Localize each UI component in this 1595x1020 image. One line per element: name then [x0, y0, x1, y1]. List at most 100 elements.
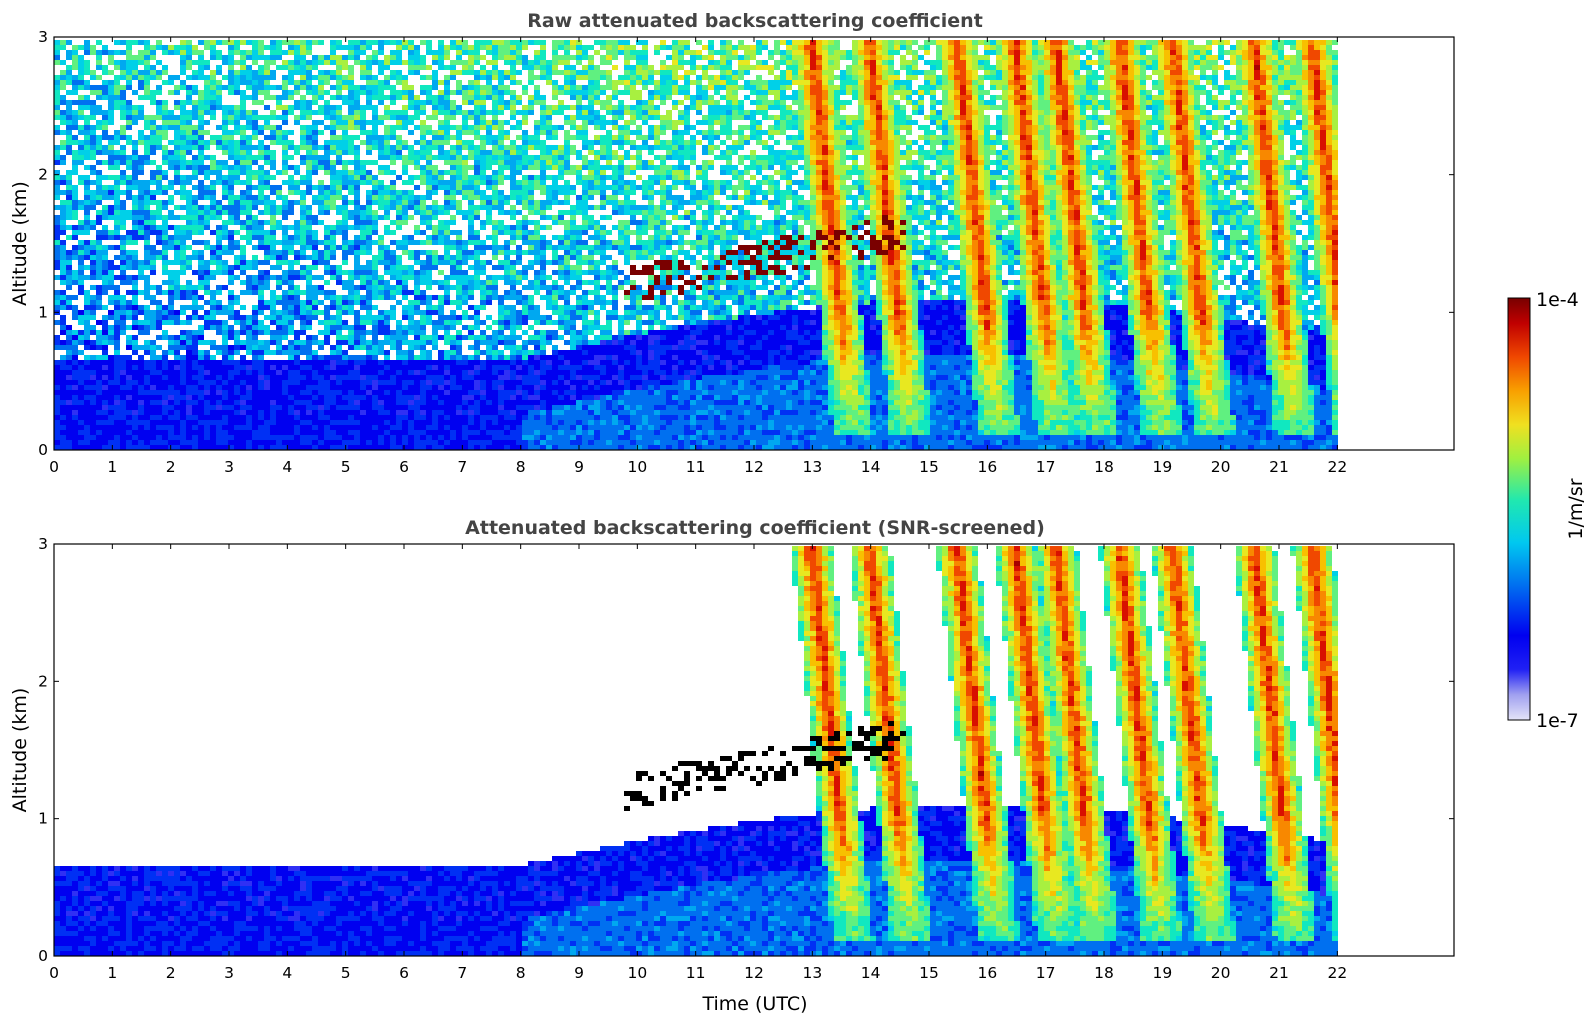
- heatmap-cell: [186, 85, 192, 90]
- heatmap-cell: [282, 80, 288, 85]
- heatmap-cell: [180, 340, 186, 345]
- heatmap-cell: [354, 335, 360, 340]
- heatmap-cell: [330, 445, 336, 450]
- heatmap-cell: [222, 325, 228, 330]
- heatmap-cell: [498, 170, 504, 175]
- heatmap-cell: [456, 155, 462, 160]
- heatmap-cell: [162, 435, 168, 440]
- heatmap-cell: [174, 275, 180, 280]
- heatmap-cell: [156, 320, 162, 325]
- heatmap-cell: [102, 190, 108, 195]
- heatmap-cell: [144, 120, 150, 125]
- heatmap-cell: [342, 430, 348, 435]
- heatmap-cell: [144, 265, 150, 270]
- heatmap-cell: [276, 265, 282, 270]
- heatmap-cell: [450, 340, 456, 345]
- heatmap-cell: [192, 160, 198, 165]
- heatmap-cell: [408, 390, 414, 395]
- heatmap-cell: [90, 310, 96, 315]
- heatmap-cell: [336, 170, 342, 175]
- heatmap-cell: [126, 300, 132, 305]
- heatmap-cell: [366, 295, 372, 300]
- heatmap-cell: [162, 265, 168, 270]
- heatmap-cell: [222, 250, 228, 255]
- heatmap-cell: [168, 295, 174, 300]
- heatmap-cell: [120, 125, 126, 130]
- heatmap-cell: [414, 330, 420, 335]
- heatmap-cell: [498, 370, 504, 375]
- heatmap-cell: [426, 65, 432, 70]
- heatmap-cell: [102, 175, 108, 180]
- heatmap-cell: [162, 360, 168, 365]
- heatmap-cell: [198, 195, 204, 200]
- heatmap-cell: [378, 345, 384, 350]
- heatmap-cell: [114, 345, 120, 350]
- heatmap-cell: [150, 310, 156, 315]
- heatmap-cell: [306, 50, 312, 55]
- heatmap-cell: [462, 380, 468, 385]
- heatmap-cell: [78, 270, 84, 275]
- heatmap-cell: [138, 385, 144, 390]
- heatmap-cell: [360, 345, 366, 350]
- heatmap-cell: [114, 290, 120, 295]
- heatmap-cell: [72, 295, 78, 300]
- heatmap-cell: [114, 105, 120, 110]
- heatmap-cell: [378, 400, 384, 405]
- heatmap-cell: [90, 345, 96, 350]
- heatmap-cell: [216, 350, 222, 355]
- heatmap-cell: [204, 405, 210, 410]
- heatmap-cell: [162, 305, 168, 310]
- heatmap-cell: [450, 60, 456, 65]
- heatmap-cell: [138, 215, 144, 220]
- heatmap-cell: [54, 175, 60, 180]
- heatmap-cell: [378, 185, 384, 190]
- heatmap-cell: [174, 155, 180, 160]
- heatmap-cell: [318, 300, 324, 305]
- heatmap-cell: [306, 165, 312, 170]
- heatmap-cell: [78, 410, 84, 415]
- heatmap-cell: [462, 185, 468, 190]
- heatmap-cell: [474, 335, 480, 340]
- heatmap-cell: [66, 420, 72, 425]
- heatmap-cell: [384, 250, 390, 255]
- heatmap-cell: [150, 405, 156, 410]
- heatmap-cell: [168, 290, 174, 295]
- heatmap-cell: [456, 55, 462, 60]
- heatmap-cell: [330, 135, 336, 140]
- heatmap-cell: [162, 390, 168, 395]
- heatmap-cell: [480, 365, 486, 370]
- heatmap-cell: [228, 390, 234, 395]
- heatmap-cell: [66, 190, 72, 195]
- heatmap-cell: [108, 90, 114, 95]
- heatmap-cell: [372, 255, 378, 260]
- heatmap-cell: [210, 440, 216, 445]
- heatmap-cell: [414, 95, 420, 100]
- heatmap-cell: [138, 210, 144, 215]
- heatmap-cell: [84, 230, 90, 235]
- heatmap-cell: [258, 235, 264, 240]
- heatmap-cell: [348, 105, 354, 110]
- heatmap-cell: [90, 240, 96, 245]
- heatmap-cell: [432, 370, 438, 375]
- heatmap-cell: [114, 180, 120, 185]
- heatmap-cell: [474, 55, 480, 60]
- heatmap-cell: [174, 345, 180, 350]
- heatmap-cell: [324, 235, 330, 240]
- heatmap-cell: [438, 45, 444, 50]
- heatmap-cell: [198, 125, 204, 130]
- heatmap-cell: [210, 445, 216, 450]
- heatmap-cell: [54, 155, 60, 160]
- heatmap-cell: [300, 115, 306, 120]
- heatmap-cell: [390, 195, 396, 200]
- heatmap-cell: [282, 405, 288, 410]
- heatmap-cell: [228, 430, 234, 435]
- heatmap-cell: [330, 370, 336, 375]
- heatmap-cell: [312, 395, 318, 400]
- heatmap-cell: [426, 435, 432, 440]
- heatmap-cell: [186, 255, 192, 260]
- heatmap-cell: [330, 425, 336, 430]
- heatmap-cell: [180, 180, 186, 185]
- heatmap-cell: [126, 140, 132, 145]
- heatmap-cell: [408, 315, 414, 320]
- heatmap-cell: [126, 185, 132, 190]
